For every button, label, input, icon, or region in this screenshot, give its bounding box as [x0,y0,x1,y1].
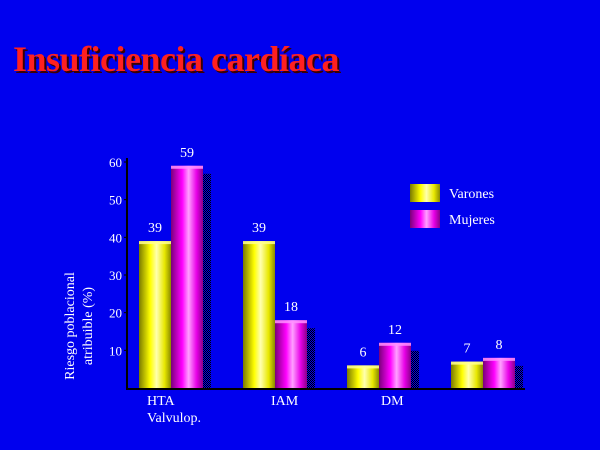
bars [139,165,523,388]
y-ticks: 10 20 30 40 50 60 [109,155,128,358]
bar-cap [139,241,171,245]
bar-cap [275,320,307,324]
category-label: IAM [271,394,299,409]
bar-cap [243,241,275,245]
bar-shadow [515,365,523,388]
y-tick-label: 40 [109,230,122,245]
y-axis-title-line: Riesgo poblacional [63,272,78,380]
bar-cap [483,357,515,361]
data-label: 39 [148,221,162,236]
legend-label: Mujeres [449,213,495,228]
bar-cap [171,165,203,169]
bar-cap [451,361,483,365]
legend-swatch-mujeres [410,210,440,228]
bar-mujeres [483,357,515,388]
y-tick-label: 30 [109,268,122,283]
y-tick-label: 50 [109,193,122,208]
y-axis-title-line: atribuible (%) [81,287,96,365]
bar-varones [243,241,275,388]
bar-shadow [307,328,315,388]
data-label: 18 [284,300,298,315]
bar-cap [379,342,411,346]
data-label: 12 [388,323,402,338]
category-labels: HTA Valvulop. IAM DM [147,394,404,426]
category-label: HTA [147,394,176,409]
y-tick-label: 20 [109,306,122,321]
data-label: 6 [360,345,367,360]
data-label: 8 [496,338,503,353]
bar-shadow [203,173,211,388]
bar-varones [451,361,483,388]
y-axis-title: Riesgo poblacional atribuible (%) [63,272,96,380]
bar-varones [139,241,171,388]
bar-mujeres [379,342,411,388]
y-tick-label: 10 [109,343,122,358]
legend-label: Varones [449,187,494,202]
category-label: DM [381,394,404,409]
category-label: Valvulop. [147,411,201,426]
slide-title: Insuficiencia cardíaca [13,39,339,79]
bar-shadow [411,350,419,388]
data-label: 39 [252,221,266,236]
y-tick-label: 60 [109,155,122,170]
axes [126,158,525,390]
data-label: 7 [464,342,471,357]
data-labels: 39 59 39 18 6 12 7 8 [148,146,503,361]
bar-mujeres [171,165,203,388]
bar-varones [347,365,379,388]
data-label: 59 [180,146,194,161]
bar-mujeres [275,320,307,388]
bar-cap [347,365,379,369]
legend-swatch-varones [410,184,440,202]
legend: Varones Mujeres [410,184,495,228]
